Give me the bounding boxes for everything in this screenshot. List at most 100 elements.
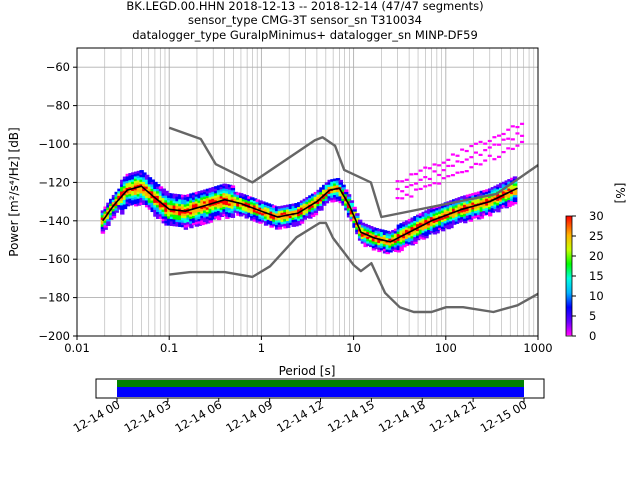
- heat-cell-outlier: [501, 138, 506, 141]
- heat-cell-outlier: [497, 155, 502, 158]
- heat-cell: [114, 205, 119, 209]
- heat-cell: [310, 209, 316, 213]
- heat-cell: [186, 214, 191, 218]
- heat-cell: [272, 221, 277, 225]
- heat-cell: [266, 219, 272, 223]
- heat-cell: [222, 185, 227, 189]
- heat-cell: [261, 217, 266, 221]
- heat-cell: [385, 244, 390, 248]
- heat-cell: [344, 196, 349, 199]
- heat-cell: [485, 205, 490, 208]
- heat-cell: [225, 186, 230, 189]
- heat-cell: [299, 200, 305, 204]
- heat-cell-outlier: [395, 187, 400, 191]
- heat-cell: [283, 209, 288, 213]
- heat-cell: [471, 199, 476, 203]
- heat-cell: [120, 207, 125, 210]
- heat-cell: [197, 193, 202, 196]
- heat-cell: [427, 208, 432, 212]
- heat-cell: [460, 212, 465, 215]
- heat-cell: [186, 194, 191, 197]
- heat-cell: [139, 183, 144, 187]
- heat-cell: [512, 190, 518, 193]
- heat-cell: [144, 181, 150, 185]
- heat-cell: [507, 195, 512, 198]
- heat-cell-outlier: [455, 160, 460, 163]
- heat-cell: [272, 209, 277, 213]
- heat-cell: [216, 194, 222, 198]
- heat-cell: [172, 200, 178, 204]
- heat-cell: [216, 208, 222, 211]
- heat-cell: [449, 204, 454, 208]
- coverage-tick-label: 12-14 00: [71, 397, 123, 435]
- heat-cell: [191, 199, 197, 203]
- heat-cell: [490, 210, 496, 213]
- heat-cell: [454, 198, 460, 201]
- heat-cell: [156, 195, 161, 199]
- heat-cell: [396, 224, 402, 228]
- heat-cell: [308, 199, 313, 203]
- heat-cell: [460, 214, 465, 218]
- heat-cell: [310, 198, 316, 201]
- heat-cell: [178, 217, 183, 221]
- heat-cell: [432, 229, 438, 233]
- heat-cell: [258, 207, 263, 210]
- heat-cell: [499, 185, 504, 188]
- heat-cell: [399, 236, 404, 240]
- heat-cell: [357, 226, 363, 230]
- heat-cell: [493, 190, 498, 193]
- heat-cell: [416, 237, 421, 241]
- heat-cell: [440, 226, 446, 230]
- heat-cell: [252, 198, 258, 201]
- heat-cell: [468, 203, 473, 206]
- heat-cell-outlier: [515, 132, 520, 135]
- heat-cell: [435, 228, 440, 232]
- heat-cell: [510, 186, 515, 190]
- heat-cell: [299, 218, 305, 222]
- coverage-tick-label: 12-14 18: [376, 397, 428, 435]
- heat-cell: [214, 188, 219, 192]
- heat-cell-outlier: [423, 185, 428, 188]
- heat-cell: [128, 198, 133, 201]
- heat-cell: [418, 231, 424, 235]
- heat-cell: [144, 202, 150, 206]
- heat-cell: [369, 232, 374, 236]
- heat-cell: [291, 219, 296, 223]
- heat-cell: [327, 184, 332, 188]
- heat-cell: [308, 206, 313, 210]
- heat-cell: [352, 213, 357, 217]
- heat-cell: [183, 227, 189, 230]
- heat-cell: [512, 199, 518, 203]
- heat-cell: [449, 207, 454, 210]
- heat-cell: [111, 199, 117, 203]
- coverage-time-ticks: 12-14 00 12-14 03 12-14 06 12-14 09 12-14 12…: [71, 397, 530, 435]
- heat-cell: [357, 221, 363, 225]
- heat-cell: [460, 219, 465, 222]
- heat-cell: [374, 244, 379, 247]
- heat-cell: [476, 209, 482, 213]
- heat-cell: [208, 192, 213, 196]
- heat-cell: [211, 205, 216, 209]
- heat-cell: [167, 213, 172, 217]
- heat-cell: [269, 206, 274, 210]
- heat-cell: [144, 200, 150, 203]
- heat-cell: [211, 214, 216, 218]
- heat-cell: [183, 201, 189, 205]
- heat-cell-outlier: [464, 158, 469, 161]
- heat-cell: [471, 216, 476, 219]
- heat-cell: [330, 192, 335, 196]
- heat-cell: [236, 192, 241, 196]
- model-curves: [102, 126, 539, 314]
- heat-cell: [410, 233, 415, 237]
- heat-cell: [291, 217, 296, 220]
- heat-cell: [191, 213, 197, 216]
- heat-cell: [222, 192, 227, 196]
- heat-cell: [277, 213, 283, 216]
- x-tick-label: 0.01: [64, 341, 90, 355]
- heat-cell: [396, 229, 402, 232]
- heat-cell: [164, 202, 169, 205]
- heat-cell: [189, 221, 194, 224]
- heat-cell: [435, 219, 440, 222]
- heat-cell: [485, 191, 490, 195]
- heat-cell: [410, 242, 415, 246]
